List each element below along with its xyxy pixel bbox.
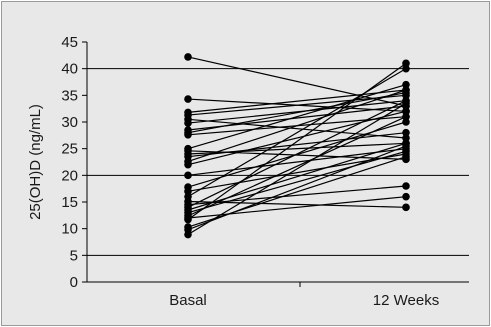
y-tick-label: 35	[61, 87, 78, 104]
series-lines	[187, 56, 407, 236]
subject-line-5	[187, 118, 407, 139]
point-12-weeks-26	[402, 192, 410, 201]
point-12-weeks-24	[402, 147, 410, 156]
subject-line-10	[187, 84, 407, 150]
point-basal-30	[184, 230, 192, 239]
axes	[86, 42, 469, 287]
subject-line-13	[187, 132, 407, 158]
subject-line-15	[187, 110, 407, 166]
point-12-weeks-28	[402, 152, 410, 161]
point-12-weeks-15	[402, 107, 410, 116]
point-12-weeks-30	[402, 99, 410, 108]
point-basal-9	[184, 131, 192, 139]
y-axis-label: 25(OH)D (ng/mL)	[27, 104, 44, 220]
point-12-weeks-10	[402, 80, 410, 89]
subject-line-27	[187, 62, 407, 221]
subject-line-22	[187, 100, 407, 208]
point-12-weeks-17	[402, 118, 410, 126]
point-12-weeks-27	[402, 59, 410, 68]
x-tick-label: 12 Weeks	[373, 292, 439, 309]
point-12-weeks-13	[402, 128, 410, 137]
y-tick-label: 40	[61, 61, 78, 78]
point-12-weeks-25	[402, 112, 410, 121]
y-tick-label: 25	[61, 141, 78, 158]
point-12-weeks-14	[402, 86, 410, 94]
series-points	[184, 53, 410, 239]
point-basal-27	[184, 215, 192, 224]
y-tick-label: 20	[61, 167, 78, 184]
point-basal-18	[184, 187, 192, 196]
point-12-weeks-20	[402, 203, 410, 212]
y-tick-label: 10	[61, 221, 78, 238]
subject-line-26	[187, 196, 407, 219]
y-tick-label: 15	[61, 194, 78, 211]
point-12-weeks-5	[402, 134, 410, 142]
subject-line-21	[187, 185, 407, 206]
point-basal-6	[184, 119, 192, 127]
subject-line-24	[187, 150, 407, 214]
subject-line-6	[187, 100, 407, 124]
y-ticks: 0 5 10 15 20 25 30 35 40 45	[61, 34, 87, 291]
point-basal-16	[184, 171, 192, 180]
point-12-weeks-19	[402, 64, 410, 73]
x-ticks: Basal 12 Weeks	[169, 292, 439, 309]
gridlines	[87, 68, 469, 256]
point-basal-2	[184, 95, 192, 103]
point-basal-15	[184, 160, 192, 169]
subject-line-4	[187, 94, 407, 116]
subject-line-8	[187, 92, 407, 134]
point-12-weeks-29	[402, 142, 410, 150]
point-12-weeks-21	[402, 182, 410, 190]
y-tick-label: 0	[70, 274, 78, 291]
y-tick-label: 45	[61, 34, 78, 51]
subject-line-14	[187, 89, 407, 163]
subject-line-29	[187, 145, 407, 231]
x-tick-label: Basal	[169, 292, 207, 309]
subject-line-25	[187, 116, 407, 217]
y-tick-label: 5	[70, 247, 78, 264]
subject-line-16	[187, 148, 407, 176]
subject-line-18	[187, 153, 407, 192]
point-basal-1	[184, 53, 192, 61]
subject-line-1	[187, 56, 407, 107]
subject-line-30	[187, 102, 407, 236]
subject-line-3	[187, 89, 407, 113]
y-tick-label: 30	[61, 114, 78, 131]
